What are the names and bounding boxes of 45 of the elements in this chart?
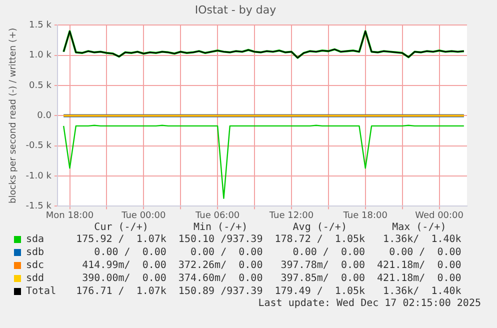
text: Min (-/+) xyxy=(192,222,249,233)
text: 178.72 / 1.05k xyxy=(274,233,366,246)
text: 374.60m/ 0.00 xyxy=(177,272,264,285)
legend-label: Total xyxy=(25,285,58,298)
text: 0.00 / 0.00 xyxy=(388,246,462,259)
y-tick-label: 1.5 k xyxy=(29,20,52,31)
x-tick-label: Wed 00:00 xyxy=(415,210,464,221)
text: Avg (-/+) xyxy=(292,222,348,233)
text: 175.92 / 1.07k xyxy=(75,233,168,246)
legend-label: sdc xyxy=(25,259,46,272)
y-tick-label: 0.5 k xyxy=(29,80,52,91)
text: 150.89 /937.39 xyxy=(177,285,264,298)
legend-label: sdd xyxy=(25,272,46,285)
text: 397.85m/ 0.00 xyxy=(280,272,366,285)
text: 414.99m/ 0.00 xyxy=(81,259,168,272)
text: 397.78m/ 0.00 xyxy=(280,259,366,272)
text: Last update: Wed Dec 17 02:15:00 2025 xyxy=(257,298,482,309)
x-tick-label: Tue 06:00 xyxy=(194,210,240,221)
y-tick-label: -1.5 k xyxy=(26,202,52,212)
text: 179.49 / 1.05k xyxy=(274,285,366,298)
y-tick-label: 1.0 k xyxy=(29,50,52,61)
text: Max (-/+) xyxy=(391,222,448,233)
text: 0.00 / 0.00 xyxy=(189,246,264,259)
text: 1.36k/ 1.40k xyxy=(382,233,462,246)
text: 372.26m/ 0.00 xyxy=(177,259,264,272)
legend-label: sda xyxy=(25,233,46,246)
text: 0.00 / 0.00 xyxy=(292,246,366,259)
text: 1.36k/ 1.40k xyxy=(382,285,462,298)
y-tick-label: -1.0 k xyxy=(26,171,52,182)
text: 150.10 /937.39 xyxy=(177,233,264,246)
x-tick-label: Tue 12:00 xyxy=(268,210,314,221)
y-axis-title: blocks per second read (-) / written (+) xyxy=(8,28,19,204)
x-tick-label: Mon 18:00 xyxy=(46,210,94,221)
text: 421.18m/ 0.00 xyxy=(376,259,462,272)
text: 0.00 / 0.00 xyxy=(93,246,168,259)
text: 390.00m/ 0.00 xyxy=(81,272,168,285)
text: Cur (-/+) xyxy=(93,222,150,233)
chart-title: IOstat - by day xyxy=(194,3,277,16)
text: 421.18m/ 0.00 xyxy=(376,272,462,285)
x-tick-label: Tue 18:00 xyxy=(342,210,388,221)
legend-label: sdb xyxy=(25,246,46,259)
y-tick-label: -0.5 k xyxy=(26,141,52,152)
y-tick-label: 0.0 xyxy=(37,111,52,122)
text: 176.71 / 1.07k xyxy=(75,285,168,298)
x-tick-label: Tue 00:00 xyxy=(120,210,166,221)
